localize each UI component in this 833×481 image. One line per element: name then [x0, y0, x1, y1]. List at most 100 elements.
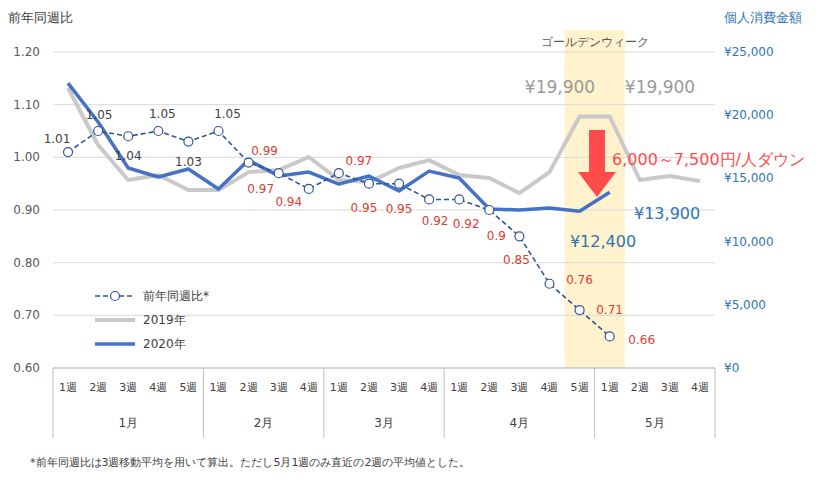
marker [184, 137, 193, 146]
group-label: 2月 [254, 416, 274, 430]
data-label: 0.99 [251, 144, 278, 158]
group-separator [444, 368, 445, 438]
x-tick-label: 2週 [631, 381, 649, 394]
series-line [68, 83, 610, 211]
footnote: *前年同週比は3週移動平均を用いて算出。ただし5月1週のみ直近の2週の平均値とし… [30, 456, 471, 469]
x-tick-label: 3週 [119, 381, 137, 394]
grid-line [53, 262, 715, 263]
annotation: ¥12,400 [570, 232, 636, 251]
marker [395, 179, 404, 188]
data-label: 1.04 [115, 149, 142, 163]
annotation: ゴールデンウィーク [541, 35, 649, 49]
y2-axis-title: 個人消費金額 [724, 10, 802, 25]
legend-label: 前年同週比* [143, 289, 209, 303]
x-tick-label: 1週 [450, 381, 468, 394]
x-tick-label: 2週 [480, 381, 498, 394]
group-separator [594, 368, 595, 438]
x-tick-label: 1週 [210, 381, 228, 394]
marker [364, 179, 373, 188]
group-separator [323, 368, 324, 438]
y-tick-label: 0.60 [13, 361, 40, 375]
marker [485, 206, 494, 215]
grid-line [53, 104, 715, 105]
legend-swatch [95, 318, 135, 322]
series-line [68, 131, 610, 336]
data-label: 1.05 [214, 107, 241, 121]
x-tick-label: 3週 [390, 381, 408, 394]
y-tick-label: 0.80 [13, 256, 40, 270]
y-tick-label: 0.90 [13, 203, 40, 217]
marker [304, 184, 313, 193]
y2-tick-label: ¥10,000 [724, 235, 774, 249]
data-label: 0.95 [386, 202, 413, 216]
marker [124, 132, 133, 141]
y2-tick-label: ¥15,000 [724, 171, 774, 185]
y2-tick [715, 178, 718, 179]
group-label: 4月 [510, 416, 530, 430]
x-tick-label: 4週 [691, 381, 709, 394]
data-label: 0.95 [351, 201, 378, 215]
group-label: 5月 [645, 416, 665, 430]
legend-label: 2020年 [143, 337, 186, 351]
data-label: 0.66 [628, 333, 655, 347]
legend-swatch [95, 342, 135, 346]
marker [515, 232, 524, 241]
x-tick-label: 2週 [89, 381, 107, 394]
x-tick-label: 2週 [240, 381, 258, 394]
marker [214, 127, 223, 136]
marker [425, 195, 434, 204]
marker [575, 306, 584, 315]
data-label: 1.05 [149, 107, 176, 121]
x-tick-label: 1週 [59, 381, 77, 394]
data-label: 0.76 [566, 273, 593, 287]
data-label: 0.97 [247, 182, 274, 196]
x-tick-label: 3週 [510, 381, 528, 394]
x-tick-label: 1週 [330, 381, 348, 394]
data-label: 0.94 [275, 195, 302, 209]
y2-tick [715, 115, 718, 116]
marker [545, 279, 554, 288]
x-tick-label: 4週 [149, 381, 167, 394]
group-separator [203, 368, 204, 438]
x-tick-label: 4週 [300, 381, 318, 394]
annotation: ¥19,900 [625, 77, 695, 97]
marker [274, 169, 283, 178]
y2-tick [715, 241, 718, 242]
y2-tick [715, 304, 718, 305]
data-label: 0.97 [346, 154, 373, 168]
arrow [578, 130, 616, 197]
y-axis-title: 前年同週比 [8, 10, 73, 25]
x-tick-label: 1週 [601, 381, 619, 394]
group-separator [53, 368, 54, 438]
marker [605, 332, 614, 341]
x-axis [53, 368, 715, 369]
x-tick-label: 5週 [571, 381, 589, 394]
data-label: 0.92 [453, 217, 480, 231]
data-label: 0.71 [596, 303, 623, 317]
marker [94, 127, 103, 136]
marker [154, 127, 163, 136]
x-tick-label: 3週 [661, 381, 679, 394]
data-label: 0.9 [487, 229, 506, 243]
x-tick-label: 3週 [270, 381, 288, 394]
x-tick-label: 4週 [541, 381, 559, 394]
y2-tick [715, 52, 718, 53]
grid-line [53, 368, 715, 369]
data-label: 1.01 [44, 132, 71, 146]
marker [64, 148, 73, 157]
group-separator [715, 368, 716, 438]
grid-line [53, 210, 715, 211]
y2-tick-label: ¥20,000 [724, 108, 774, 122]
y2-tick-label: ¥0 [724, 361, 739, 375]
x-tick-label: 2週 [360, 381, 378, 394]
annotation: ¥19,900 [525, 77, 595, 97]
marker [244, 158, 253, 167]
grid-line [53, 52, 715, 53]
y-tick-label: 0.70 [13, 308, 40, 322]
y2-tick-label: ¥5,000 [724, 298, 766, 312]
y-tick-label: 1.00 [13, 150, 40, 164]
data-label: 1.05 [86, 108, 113, 122]
annotation: ¥13,900 [634, 204, 700, 223]
plot-area [64, 83, 700, 341]
y-tick-label: 1.20 [13, 45, 40, 59]
